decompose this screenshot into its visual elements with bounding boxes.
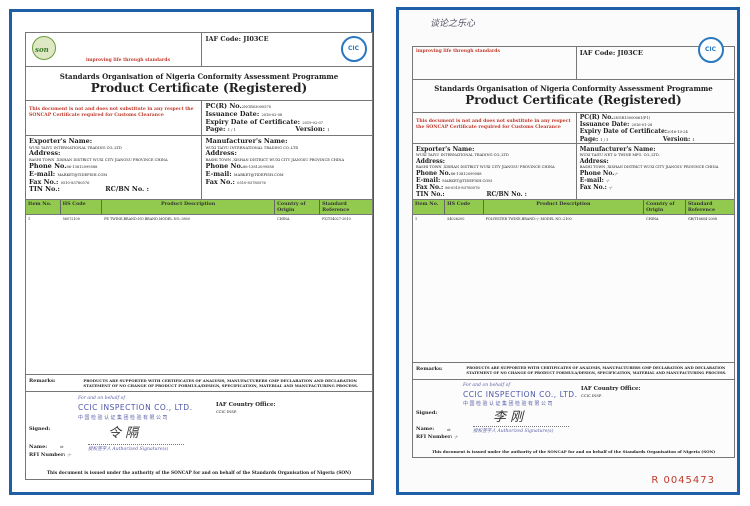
tagline: improving life through standards (416, 49, 500, 54)
pcr-number: PC(R) No.2NGR03000570 (205, 102, 272, 110)
handwritten-signature: 令 隔 (108, 426, 139, 442)
handwritten-note: 谈论之乐心 (430, 19, 476, 29)
table-header: Item No. HS Code Product Description Cou… (413, 200, 734, 215)
table-row: 1 56072100 PE TWINE,BRAND:NO BRAND,MODEL… (28, 217, 351, 221)
footer-text: This document is issued under the author… (46, 471, 352, 477)
cic-logo: CIC (697, 37, 724, 63)
notice-row: This document is not and does not substi… (26, 101, 372, 136)
signature-block: For and on behalf of CCIC INSPECTION CO.… (29, 396, 276, 459)
parties-row: Exporter's Name: WUXI TAIYU INTERNATIONA… (413, 144, 734, 200)
certificate: improving life through standards IAF Cod… (412, 37, 735, 458)
table-header: Item No. HS Code Product Description Cou… (26, 200, 372, 215)
expiry-date: Expiry Date of Certificate: 2019-02-07 (205, 117, 324, 126)
footer-text: This document is issued under the author… (431, 448, 716, 454)
organisation-title: Standards Organisation of Nigeria Confor… (434, 84, 713, 94)
exporter-block: Exporter's Name: WUXI TAIYU INTERNATIONA… (26, 136, 203, 199)
header-row: improving life through standards IAF Cod… (413, 37, 734, 80)
manufacturer-block: Manufacturer's Name: WUXI TAIYU NET & TW… (579, 146, 719, 192)
son-logo: son (32, 36, 56, 60)
pcr-number: PC(R) No.2NGR15000061(P1) (579, 114, 651, 121)
left-certificate-panel: son improving life through standards IAF… (9, 9, 374, 495)
page-version: Page: 1 / 1 Version: 1 (579, 135, 695, 143)
handwritten-signature: 李 刚 (493, 409, 524, 425)
items-table: Item No. HS Code Product Description Cou… (413, 200, 734, 363)
cic-logo: CIC (340, 36, 367, 62)
ccic-stamp: CCIC INSPECTION CO., LTD. (463, 389, 578, 399)
serial-number: R 0045473 (651, 475, 715, 486)
certificate: son improving life through standards IAF… (25, 32, 373, 481)
title-row: Standards Organisation of Nigeria Confor… (26, 67, 372, 101)
certificate-title: Product Certificate (Registered) (465, 93, 682, 108)
notice-text: This document is not and does not substi… (26, 101, 203, 135)
organisation-title: Standards Organisation of Nigeria Confor… (59, 71, 339, 81)
exporter-block: Exporter's Name: WUXI TAIYU INTERNATIONA… (413, 144, 577, 199)
issuance-date: Issuance Date: 2016-02-08 (205, 109, 283, 118)
page-version: Page: 1 / 1 Version: 1 (205, 125, 330, 134)
notice-row: This document is not and does not substi… (413, 113, 734, 144)
ccic-stamp: CCIC INSPECTION CO., LTD. (78, 403, 193, 413)
remarks-row: Remarks: PRODUCTS ARE SUPPORTED WITH CER… (413, 363, 734, 380)
certificate-title: Product Certificate (Registered) (90, 80, 308, 95)
manufacturer-block: Manufacturer's Name: WUXI TAIYU INTERNAT… (205, 137, 345, 186)
header-row: son improving life through standards IAF… (26, 33, 372, 67)
issuance-date: Issuance Date: 2016-01-28 (579, 121, 653, 129)
table-row: 1 54026200 POLYESTER TWINE,BRAND:-/-,MOD… (415, 217, 717, 221)
notice-text: This document is not and does not substi… (413, 113, 577, 143)
items-table: Item No. HS Code Product Description Cou… (26, 200, 372, 375)
iaf-code: IAF Code: JI03CE (205, 35, 269, 43)
remarks-row: Remarks: PRODUCTS ARE SUPPORTED WITH CER… (26, 375, 372, 393)
right-certificate-panel: 谈论之乐心 improving life through standards I… (396, 7, 740, 495)
expiry-date: Expiry Date of Certificate:2016-10-24 (579, 128, 688, 136)
title-row: Standards Organisation of Nigeria Confor… (413, 80, 734, 113)
signature-block: For and on behalf of CCIC INSPECTION CO.… (416, 382, 641, 440)
tagline: improving life through standards (86, 58, 170, 63)
iaf-code: IAF Code: JI03CE (579, 49, 643, 57)
parties-row: Exporter's Name: WUXI TAIYU INTERNATIONA… (26, 136, 372, 200)
